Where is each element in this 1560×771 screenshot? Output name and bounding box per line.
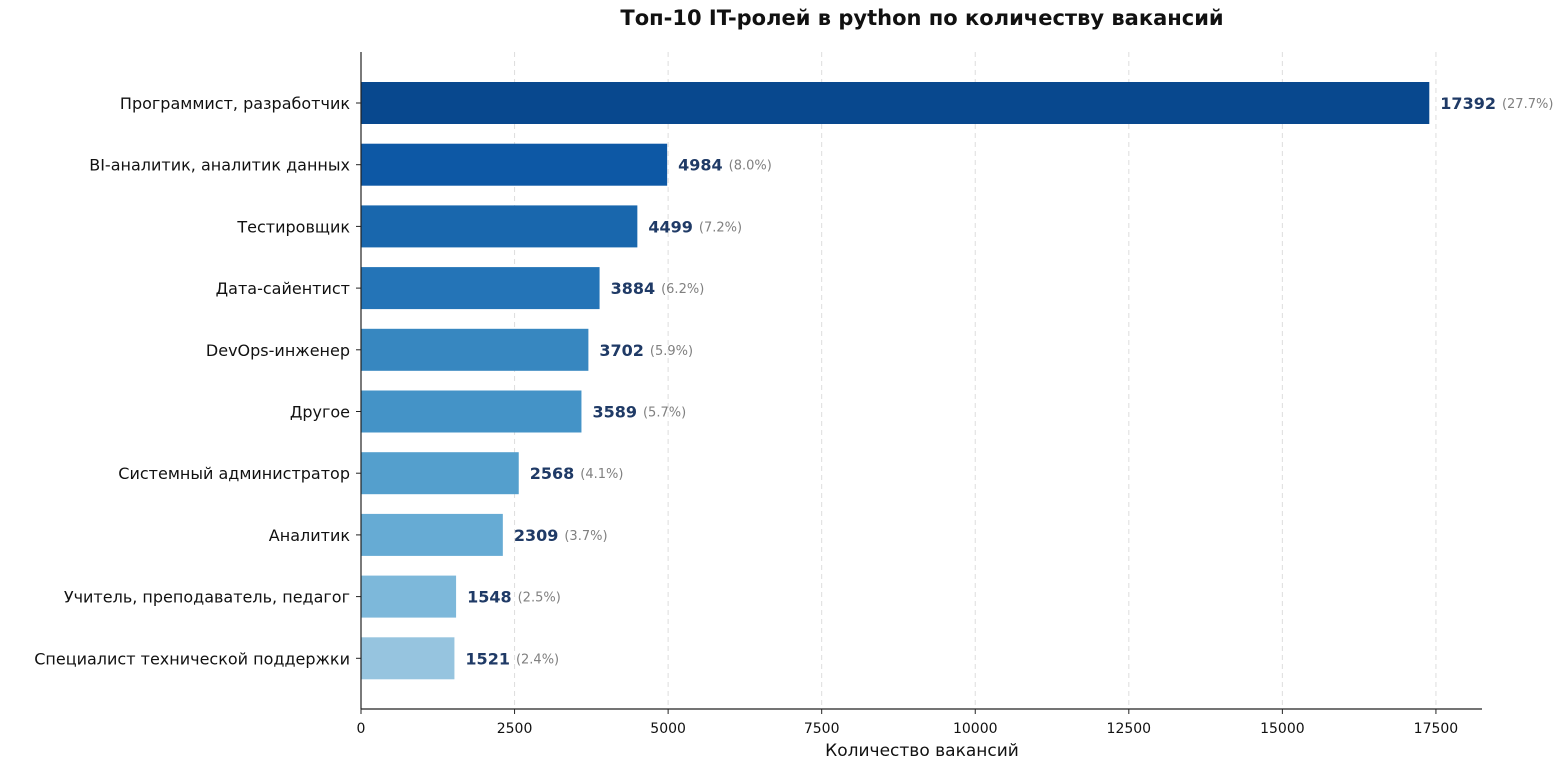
x-tick-label: 5000 <box>650 721 686 737</box>
bar <box>361 82 1430 124</box>
percent-label: (4.1%) <box>580 467 623 482</box>
bar <box>361 390 582 433</box>
value-label: 4984 <box>678 156 723 175</box>
bar <box>361 575 457 618</box>
category-label: Учитель, преподаватель, педагог <box>64 588 350 607</box>
percent-label: (3.7%) <box>564 529 607 544</box>
x-tick-label: 17500 <box>1414 721 1459 737</box>
x-tick-label: 0 <box>357 721 366 737</box>
category-label: BI-аналитик, аналитик данных <box>89 156 350 175</box>
bar <box>361 513 503 556</box>
category-label: Программист, разработчик <box>120 94 350 113</box>
x-tick-label: 10000 <box>953 721 998 737</box>
chart-title: Топ-10 IT-ролей в python по количеству в… <box>620 6 1224 30</box>
bars <box>361 82 1430 680</box>
x-axis-label: Количество вакансий <box>825 741 1019 761</box>
percent-label: (2.4%) <box>516 652 559 667</box>
x-tick-label: 7500 <box>804 721 840 737</box>
value-label: 1548 <box>467 588 512 607</box>
percent-label: (2.5%) <box>518 591 561 606</box>
bar <box>361 143 668 186</box>
bar <box>361 328 589 371</box>
value-label: 2309 <box>514 526 559 545</box>
value-label: 3702 <box>599 341 644 360</box>
bar <box>361 267 600 310</box>
value-label: 4499 <box>648 217 693 236</box>
percent-label: (5.9%) <box>650 344 693 359</box>
value-label: 1521 <box>465 649 510 668</box>
x-tick-label: 2500 <box>497 721 533 737</box>
category-label: Дата-сайентист <box>216 279 350 298</box>
bar <box>361 452 519 495</box>
percent-label: (27.7%) <box>1502 97 1553 112</box>
value-label: 17392 <box>1440 94 1496 113</box>
percent-label: (7.2%) <box>699 220 742 235</box>
axes <box>356 52 1482 714</box>
value-label: 3589 <box>592 403 637 422</box>
x-tick-label: 15000 <box>1260 721 1305 737</box>
percent-label: (6.2%) <box>661 282 704 297</box>
category-label: Тестировщик <box>236 217 350 236</box>
value-label: 2568 <box>530 464 575 483</box>
x-tick-label: 12500 <box>1107 721 1152 737</box>
category-label: Аналитик <box>269 526 351 545</box>
percent-label: (8.0%) <box>729 159 772 174</box>
bar <box>361 637 455 680</box>
category-label: DevOps-инженер <box>206 341 350 360</box>
category-label: Специалист технической поддержки <box>34 649 350 668</box>
value-label: 3884 <box>611 279 656 298</box>
category-label: Другое <box>290 403 350 422</box>
bar <box>361 205 638 248</box>
percent-label: (5.7%) <box>643 406 686 421</box>
labels: 0 2500 5000 7500 10000 12500 15000 17500 Програм… <box>34 94 1553 737</box>
category-label: Системный администратор <box>118 464 350 483</box>
